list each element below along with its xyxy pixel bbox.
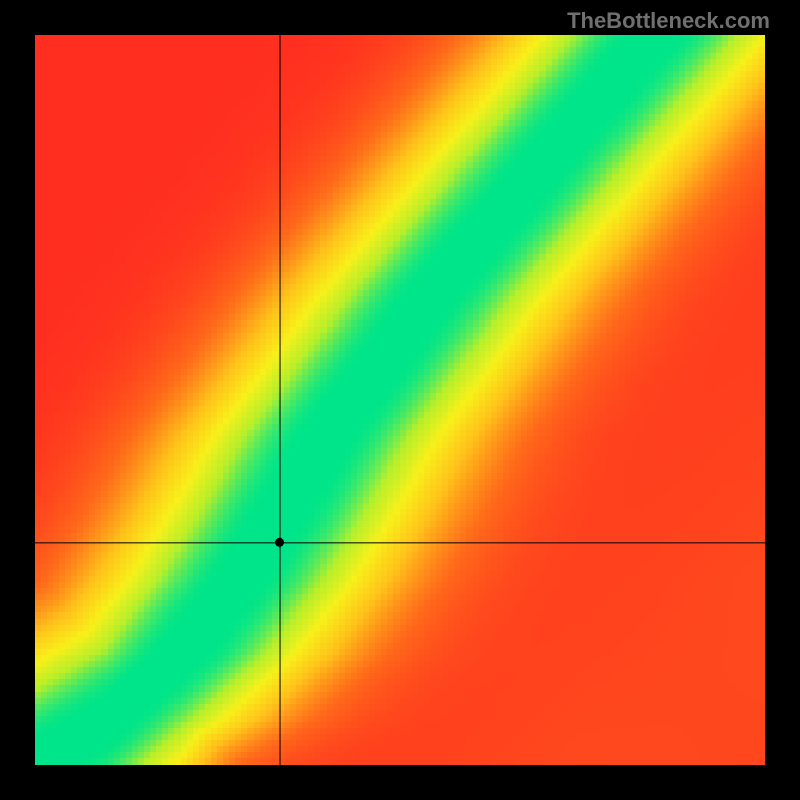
chart-container: TheBottleneck.com <box>0 0 800 800</box>
heatmap-canvas <box>35 35 765 765</box>
watermark-text: TheBottleneck.com <box>567 8 770 34</box>
plot-area <box>35 35 765 765</box>
